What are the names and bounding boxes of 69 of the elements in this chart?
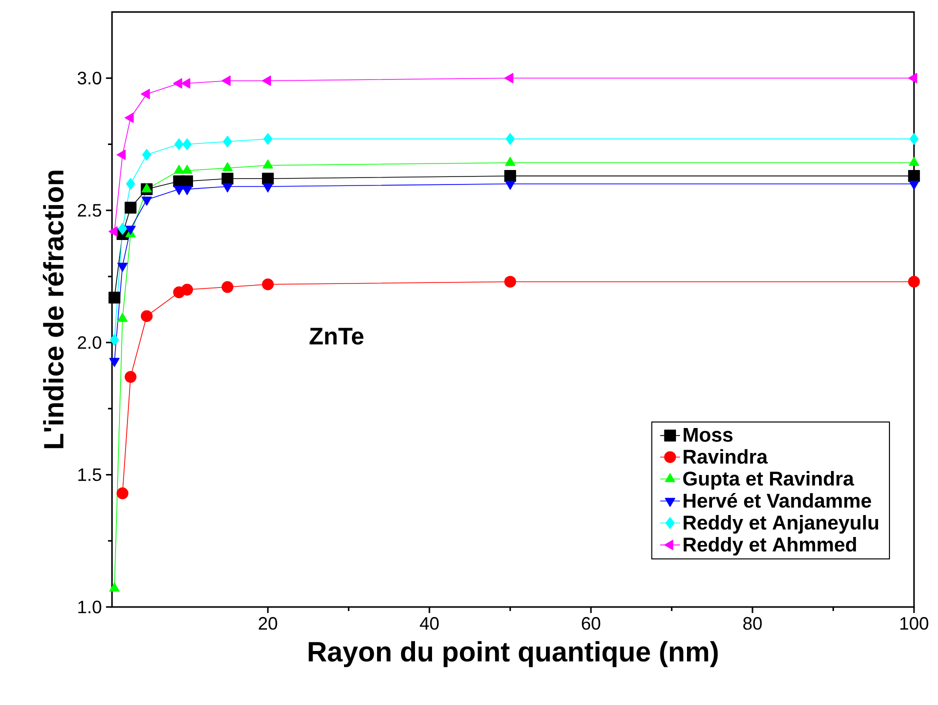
point: [109, 358, 120, 367]
annotation: ZnTe: [310, 328, 364, 345]
point: [504, 276, 516, 288]
point: [908, 180, 920, 190]
x-tick-label: 80: [743, 617, 762, 630]
point: [506, 133, 515, 145]
x-tick-label: 60: [582, 617, 600, 630]
point: [262, 278, 274, 290]
point: [908, 72, 918, 84]
x-tick-label: 40: [420, 617, 439, 630]
point: [262, 183, 274, 192]
point: [173, 78, 182, 89]
point: [222, 136, 232, 148]
point: [909, 133, 919, 145]
y-tick-label: 2.0: [78, 336, 102, 349]
y-tick-label: 3.0: [78, 72, 102, 84]
point: [142, 183, 152, 192]
point: [182, 138, 192, 150]
point: [125, 226, 136, 235]
point: [222, 162, 233, 172]
legend-label: Gupta et Ravindra: [683, 471, 854, 490]
point: [117, 312, 128, 322]
point: [182, 164, 192, 174]
point: [262, 159, 274, 169]
point: [908, 156, 920, 166]
point: [116, 487, 128, 500]
legend-label: Ravindra: [684, 449, 768, 464]
point: [181, 284, 194, 296]
legend-label: Moss: [684, 428, 733, 442]
point: [222, 281, 234, 293]
point: [222, 76, 231, 86]
point: [110, 334, 119, 346]
point: [140, 310, 153, 322]
point: [126, 178, 136, 190]
x-tick-label: 100: [900, 617, 928, 630]
point: [124, 112, 134, 123]
y-tick-label: 1.5: [78, 468, 102, 482]
point: [142, 148, 152, 161]
point: [222, 172, 234, 184]
legend-label: Reddy et Ahmmed: [684, 536, 856, 556]
point: [117, 262, 128, 272]
point: [116, 150, 126, 160]
point: [505, 156, 516, 166]
point: [124, 371, 136, 383]
legend-label: Reddy et Anjaneyulu: [684, 515, 878, 534]
legend-label: Hervé et Vandamme: [684, 492, 872, 508]
point: [908, 170, 920, 182]
point: [174, 138, 184, 150]
point: [108, 292, 120, 304]
point: [174, 164, 184, 174]
y-tick-label: 2.5: [78, 204, 102, 217]
x-axis-title: Rayon du point quantique (nm): [308, 641, 718, 668]
point: [222, 183, 233, 192]
point: [108, 226, 118, 237]
point: [181, 175, 194, 188]
y-tick-label: 1.0: [78, 600, 102, 614]
x-tick-label: 20: [258, 617, 278, 630]
point: [504, 72, 514, 84]
point: [505, 180, 516, 190]
point: [262, 172, 274, 184]
point: [109, 582, 120, 592]
point: [140, 88, 150, 100]
point: [262, 76, 272, 86]
y-axis-title: L'indice de réfraction: [42, 170, 64, 448]
point: [181, 78, 190, 89]
point: [118, 222, 128, 235]
point: [263, 133, 272, 145]
point: [124, 202, 136, 214]
point: [908, 276, 920, 288]
